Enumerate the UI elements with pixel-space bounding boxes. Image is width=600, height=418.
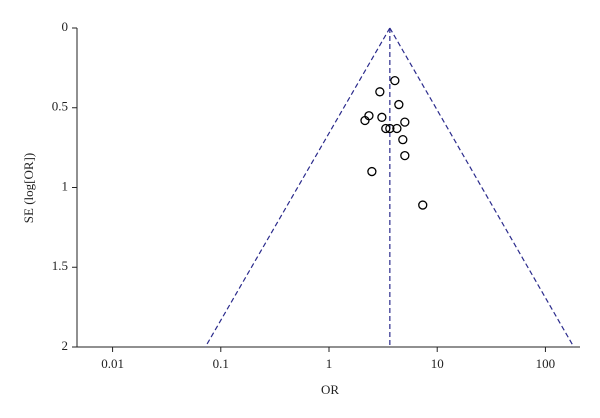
funnel-line [389,27,575,348]
point [367,166,377,177]
point [398,134,408,145]
point [381,123,391,134]
y-tick-label: 1 [62,178,69,193]
y-tick-label: 1.5 [52,258,68,273]
point [418,200,428,210]
y-tick-label: 2 [62,338,69,353]
x-tick-label: 1 [326,356,333,371]
funnel-line [204,27,391,348]
point [360,115,370,126]
x-tick-label: 10 [431,356,444,371]
point [400,117,410,127]
x-axis-label: OR [321,382,339,397]
x-tick-label: 0.01 [101,356,124,371]
point [385,123,395,134]
point [400,150,410,161]
point [392,123,402,134]
point [375,87,385,97]
y-tick-label: 0.5 [52,99,68,114]
point [390,75,400,86]
x-tick-label: 0.1 [213,356,229,371]
point [394,99,404,110]
y-axis-label: SE (log[OR]) [21,153,36,223]
y-tick-label: 0 [62,19,69,34]
x-tick-label: 100 [536,356,556,371]
point [377,112,387,122]
